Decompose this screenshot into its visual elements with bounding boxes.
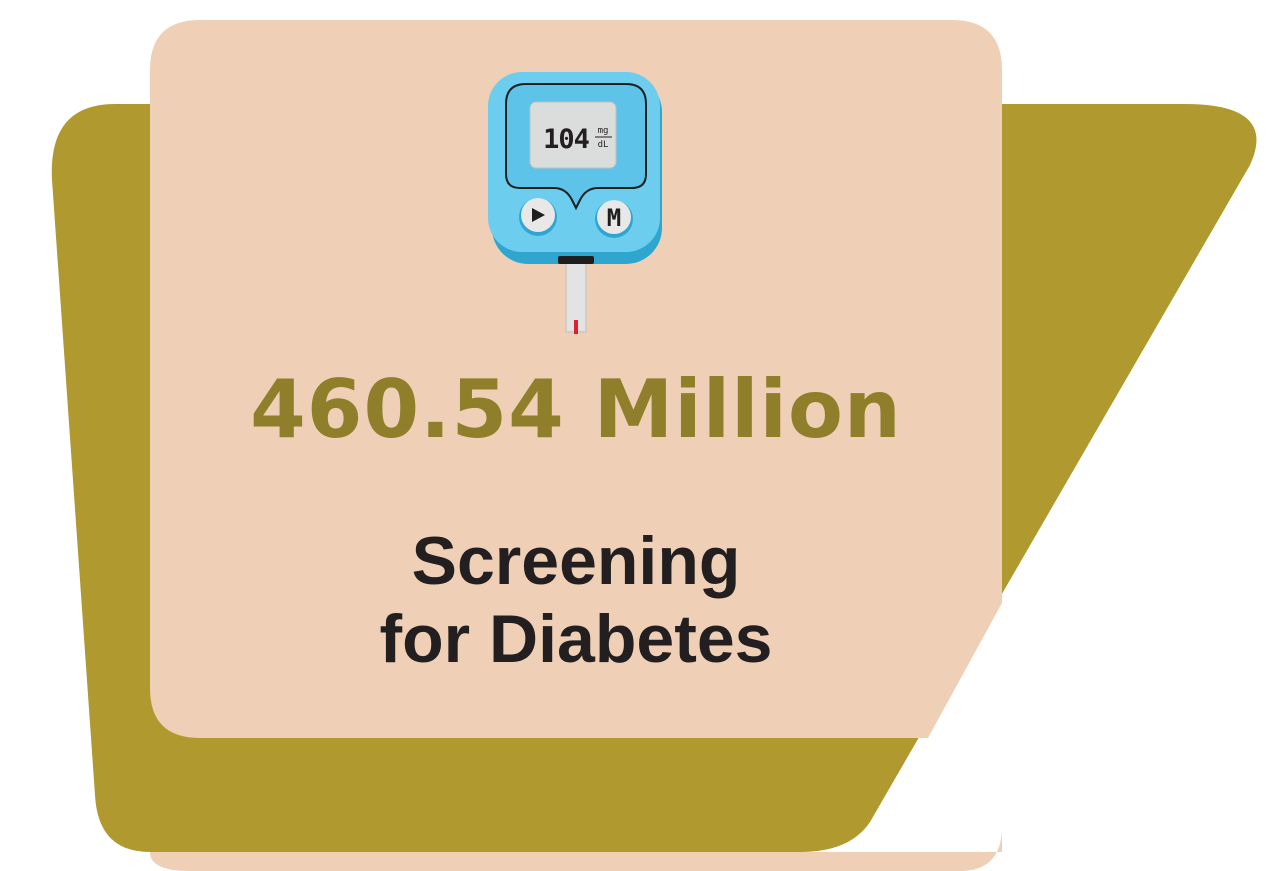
subtitle-line-2: for Diabetes	[379, 601, 773, 677]
play-button[interactable]	[519, 198, 557, 236]
menu-button[interactable]: M	[595, 200, 633, 238]
subtitle-line-1: Screening	[411, 523, 741, 599]
subtitle: Screening for Diabetes	[150, 522, 1002, 678]
unit-dl: dL	[598, 140, 609, 150]
strip-port	[558, 256, 594, 264]
play-icon	[532, 208, 545, 222]
unit-mg: mg	[598, 126, 609, 136]
glucose-reading: 104	[543, 124, 590, 155]
meter-screen	[529, 101, 617, 169]
blood-sample	[574, 320, 578, 334]
glucose-meter-icon: 104 mg dL M	[488, 72, 662, 334]
m-menu-icon: M	[607, 204, 621, 232]
headline-figure: 460.54 Million	[250, 363, 902, 456]
card-bottom-strip	[150, 830, 1002, 871]
main-card	[150, 20, 1002, 738]
